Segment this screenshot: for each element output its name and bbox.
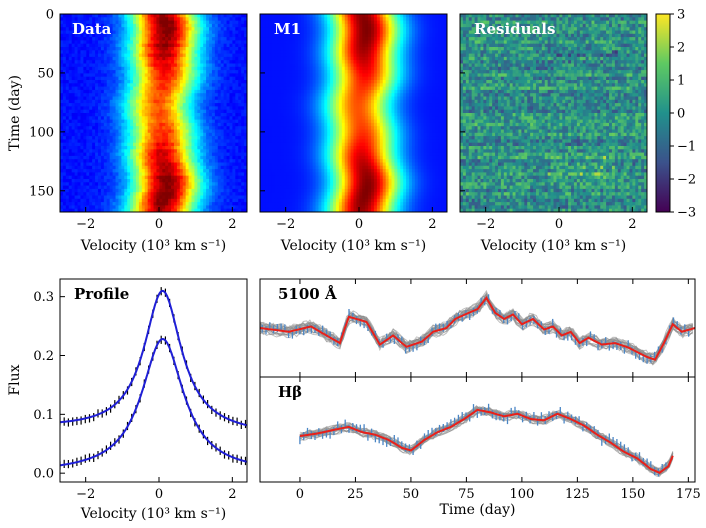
residuals-x-tick-label: 0 [555,217,563,232]
m1-heatmap [260,14,447,212]
data-y-label: Time (day) [7,75,23,151]
time-x-label: Time (day) [440,502,516,518]
data-x-label: Velocity (10³ km s⁻¹) [80,238,227,254]
profile-x-tick-label: −2 [76,487,95,502]
time-x-tick-label: 150 [620,487,645,502]
colorbar-tick-label: −3 [677,206,696,221]
profile-y-tick-label: 0.1 [33,408,54,423]
m1-x-ticks: −2 0 2 [276,207,436,232]
profile-x-tick-label: 0 [155,487,163,502]
hbeta-panel: Hβ 0 25 50 75 100 125 150 175 Time (day) [278,383,701,518]
light-curve-sample [260,289,693,356]
residuals-colorbar: 3 2 1 0 −1 −2 −3 [655,8,696,221]
time-x-tick-label: 0 [296,487,304,502]
residuals-x-label: Velocity (10³ km s⁻¹) [480,238,627,254]
m1-panel-title: M1 [274,20,301,38]
continuum-light-curve [260,289,695,366]
data-y-ticks: 0 50 100 150 [29,8,65,199]
m1-x-label: Velocity (10³ km s⁻¹) [280,238,427,254]
time-x-tick-label: 100 [509,487,534,502]
data-panel-title: Data [72,20,112,38]
colorbar-tick-label: −2 [677,173,696,188]
colorbar-tick-label: −1 [677,140,696,155]
continuum-panel: 5100 Å [260,285,695,366]
light-curve-tickmarks [299,279,689,482]
m1-panel: M1 −2 0 2 Velocity (10³ km s⁻¹) [259,13,448,254]
profile-model-line-0 [60,337,247,467]
m1-x-tick-label: −2 [276,217,295,232]
profile-y-tick-label: 0.2 [33,349,54,364]
profile-panel-title: Profile [74,285,129,303]
data-panel: Data −2 0 2 0 50 100 150 Velocity (10³ km s⁻¹… [7,8,248,254]
colorbar-gradient [655,13,671,213]
time-x-tick-label: 25 [347,487,364,502]
time-x-tick-label: 50 [403,487,420,502]
profile-panel: Profile −2 0 2 0.0 0.1 0.2 0.3 Velocity (10³ … [7,278,248,522]
data-y-tick-label: 0 [46,8,54,23]
light-curve-model [299,408,674,474]
data-y-tick-label: 100 [29,125,54,140]
residuals-x-tick-label: 2 [628,217,636,232]
colorbar-tick-label: 3 [677,8,685,23]
continuum-panel-title: 5100 Å [278,285,337,303]
light-curve-model [260,295,695,361]
time-x-tick-label: 125 [565,487,590,502]
profile-y-tick-label: 0.3 [33,290,54,305]
profile-y-label: Flux [7,364,23,395]
residuals-panel-title: Residuals [474,20,555,38]
residuals-x-ticks: −2 0 2 [476,207,636,232]
data-x-tick-label: −2 [76,217,95,232]
profile-model-line-1 [60,289,247,427]
data-y-tick-label: 50 [37,66,54,81]
m1-y-tickmarks [260,13,265,192]
residuals-y-tickmarks [460,13,465,192]
profile-y-ticks: 0.0 0.1 0.2 0.3 [33,290,65,482]
residuals-panel: Residuals −2 0 2 Velocity (10³ km s⁻¹) [459,13,648,254]
time-x-tick-label: 175 [676,487,701,502]
data-x-tick-label: 0 [155,217,163,232]
time-x-tick-label: 75 [458,487,475,502]
light-curve-sample [299,412,674,477]
residuals-heatmap [460,14,647,212]
profile-y-tick-label: 0.0 [33,467,54,482]
data-y-tick-label: 150 [29,184,54,199]
profile-x-tick-label: 2 [228,487,236,502]
hbeta-panel-title: Hβ [278,383,302,401]
data-x-tick-label: 2 [228,217,236,232]
data-x-ticks: −2 0 2 [76,207,236,232]
profile-lines [60,287,247,470]
profile-x-ticks: −2 0 2 [76,477,236,502]
m1-x-tick-label: 2 [428,217,436,232]
residuals-x-tick-label: −2 [476,217,495,232]
colorbar-tick-label: 1 [677,74,685,89]
profile-x-label: Velocity (10³ km s⁻¹) [80,506,227,522]
m1-x-tick-label: 0 [355,217,363,232]
colorbar-tick-label: 2 [677,41,685,56]
colorbar-tick-label: 0 [677,107,685,122]
time-x-ticks: 0 25 50 75 100 125 150 175 [296,487,701,502]
colorbar-ticks: 3 2 1 0 −1 −2 −3 [670,8,696,221]
hbeta-light-curve [299,403,674,478]
data-heatmap [60,14,247,212]
